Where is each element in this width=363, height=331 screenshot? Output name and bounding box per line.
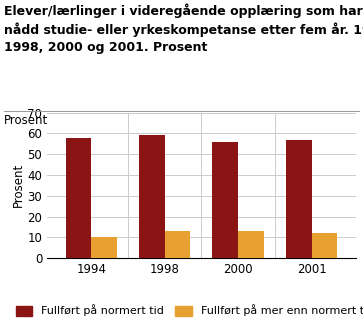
Bar xyxy=(312,233,337,258)
Bar xyxy=(66,137,91,258)
Text: Elever/lærlinger i videregående opplæring som har opp-
nådd studie- eller yrkesk: Elever/lærlinger i videregående opplærin… xyxy=(4,3,363,54)
Bar xyxy=(238,231,264,258)
Bar xyxy=(286,140,312,258)
Bar xyxy=(139,135,165,258)
Legend: Fullført på normert tid, Fullført på mer enn normert tid: Fullført på normert tid, Fullført på mer… xyxy=(16,305,363,316)
Text: Prosent: Prosent xyxy=(4,114,48,127)
Bar xyxy=(91,237,117,258)
Bar xyxy=(212,142,238,258)
Y-axis label: Prosent: Prosent xyxy=(12,163,25,208)
Bar xyxy=(165,231,191,258)
